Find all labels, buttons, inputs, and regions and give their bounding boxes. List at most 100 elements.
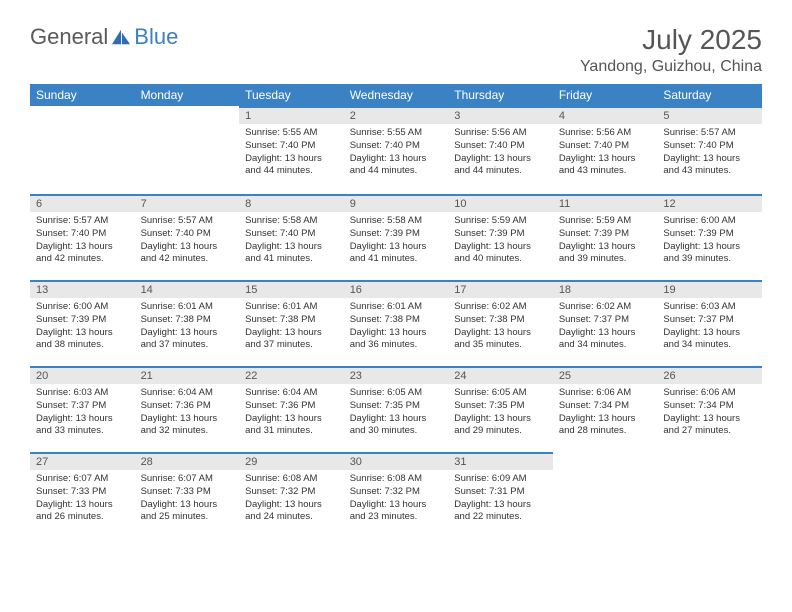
- day-number: 1: [239, 106, 344, 124]
- day-cell: 14Sunrise: 6:01 AMSunset: 7:38 PMDayligh…: [135, 280, 240, 366]
- day-content: Sunrise: 5:59 AMSunset: 7:39 PMDaylight:…: [553, 212, 658, 269]
- calendar-week-row: 6Sunrise: 5:57 AMSunset: 7:40 PMDaylight…: [30, 194, 762, 280]
- empty-day-cell: [30, 106, 135, 194]
- day-cell: 23Sunrise: 6:05 AMSunset: 7:35 PMDayligh…: [344, 366, 449, 452]
- logo-suffix: Blue: [134, 24, 178, 50]
- weekday-header: Friday: [553, 84, 658, 106]
- day-cell: 2Sunrise: 5:55 AMSunset: 7:40 PMDaylight…: [344, 106, 449, 194]
- day-cell: 6Sunrise: 5:57 AMSunset: 7:40 PMDaylight…: [30, 194, 135, 280]
- calendar-week-row: 20Sunrise: 6:03 AMSunset: 7:37 PMDayligh…: [30, 366, 762, 452]
- day-content: Sunrise: 5:57 AMSunset: 7:40 PMDaylight:…: [135, 212, 240, 269]
- day-cell: 31Sunrise: 6:09 AMSunset: 7:31 PMDayligh…: [448, 452, 553, 540]
- day-number: 26: [657, 366, 762, 384]
- calendar-week-row: 1Sunrise: 5:55 AMSunset: 7:40 PMDaylight…: [30, 106, 762, 194]
- day-number: 29: [239, 452, 344, 470]
- day-number: 23: [344, 366, 449, 384]
- day-content: Sunrise: 6:03 AMSunset: 7:37 PMDaylight:…: [30, 384, 135, 441]
- day-content: Sunrise: 5:56 AMSunset: 7:40 PMDaylight:…: [448, 124, 553, 181]
- day-cell: 26Sunrise: 6:06 AMSunset: 7:34 PMDayligh…: [657, 366, 762, 452]
- day-content: Sunrise: 6:08 AMSunset: 7:32 PMDaylight:…: [239, 470, 344, 527]
- day-cell: 9Sunrise: 5:58 AMSunset: 7:39 PMDaylight…: [344, 194, 449, 280]
- day-cell: 13Sunrise: 6:00 AMSunset: 7:39 PMDayligh…: [30, 280, 135, 366]
- calendar-week-row: 13Sunrise: 6:00 AMSunset: 7:39 PMDayligh…: [30, 280, 762, 366]
- day-cell: 5Sunrise: 5:57 AMSunset: 7:40 PMDaylight…: [657, 106, 762, 194]
- day-content: Sunrise: 6:01 AMSunset: 7:38 PMDaylight:…: [239, 298, 344, 355]
- day-number: 10: [448, 194, 553, 212]
- day-cell: 16Sunrise: 6:01 AMSunset: 7:38 PMDayligh…: [344, 280, 449, 366]
- day-content: Sunrise: 6:01 AMSunset: 7:38 PMDaylight:…: [344, 298, 449, 355]
- day-number: 4: [553, 106, 658, 124]
- day-cell: 10Sunrise: 5:59 AMSunset: 7:39 PMDayligh…: [448, 194, 553, 280]
- day-content: Sunrise: 6:06 AMSunset: 7:34 PMDaylight:…: [657, 384, 762, 441]
- day-cell: 21Sunrise: 6:04 AMSunset: 7:36 PMDayligh…: [135, 366, 240, 452]
- day-content: Sunrise: 6:03 AMSunset: 7:37 PMDaylight:…: [657, 298, 762, 355]
- day-cell: 24Sunrise: 6:05 AMSunset: 7:35 PMDayligh…: [448, 366, 553, 452]
- day-content: Sunrise: 6:00 AMSunset: 7:39 PMDaylight:…: [657, 212, 762, 269]
- day-content: Sunrise: 5:55 AMSunset: 7:40 PMDaylight:…: [239, 124, 344, 181]
- day-number: 18: [553, 280, 658, 298]
- day-cell: 3Sunrise: 5:56 AMSunset: 7:40 PMDaylight…: [448, 106, 553, 194]
- day-cell: 4Sunrise: 5:56 AMSunset: 7:40 PMDaylight…: [553, 106, 658, 194]
- day-number: 20: [30, 366, 135, 384]
- day-cell: 28Sunrise: 6:07 AMSunset: 7:33 PMDayligh…: [135, 452, 240, 540]
- day-number: 19: [657, 280, 762, 298]
- day-number: 31: [448, 452, 553, 470]
- day-number: 22: [239, 366, 344, 384]
- empty-day-cell: [135, 106, 240, 194]
- day-cell: 29Sunrise: 6:08 AMSunset: 7:32 PMDayligh…: [239, 452, 344, 540]
- day-content: Sunrise: 5:58 AMSunset: 7:40 PMDaylight:…: [239, 212, 344, 269]
- day-number: 21: [135, 366, 240, 384]
- weekday-header: Wednesday: [344, 84, 449, 106]
- day-content: Sunrise: 5:59 AMSunset: 7:39 PMDaylight:…: [448, 212, 553, 269]
- day-content: Sunrise: 6:04 AMSunset: 7:36 PMDaylight:…: [135, 384, 240, 441]
- day-content: Sunrise: 6:04 AMSunset: 7:36 PMDaylight:…: [239, 384, 344, 441]
- day-number: 9: [344, 194, 449, 212]
- day-content: Sunrise: 6:02 AMSunset: 7:38 PMDaylight:…: [448, 298, 553, 355]
- day-number: 27: [30, 452, 135, 470]
- day-number: 14: [135, 280, 240, 298]
- day-cell: 30Sunrise: 6:08 AMSunset: 7:32 PMDayligh…: [344, 452, 449, 540]
- day-content: Sunrise: 6:07 AMSunset: 7:33 PMDaylight:…: [135, 470, 240, 527]
- day-content: Sunrise: 6:07 AMSunset: 7:33 PMDaylight:…: [30, 470, 135, 527]
- day-cell: 15Sunrise: 6:01 AMSunset: 7:38 PMDayligh…: [239, 280, 344, 366]
- day-cell: 1Sunrise: 5:55 AMSunset: 7:40 PMDaylight…: [239, 106, 344, 194]
- day-content: Sunrise: 6:02 AMSunset: 7:37 PMDaylight:…: [553, 298, 658, 355]
- day-content: Sunrise: 6:06 AMSunset: 7:34 PMDaylight:…: [553, 384, 658, 441]
- day-cell: 12Sunrise: 6:00 AMSunset: 7:39 PMDayligh…: [657, 194, 762, 280]
- day-number: 13: [30, 280, 135, 298]
- day-cell: 25Sunrise: 6:06 AMSunset: 7:34 PMDayligh…: [553, 366, 658, 452]
- day-number: 8: [239, 194, 344, 212]
- day-number: 30: [344, 452, 449, 470]
- day-number: 6: [30, 194, 135, 212]
- weekday-header: Tuesday: [239, 84, 344, 106]
- location: Yandong, Guizhou, China: [580, 58, 762, 76]
- weekday-header: Saturday: [657, 84, 762, 106]
- day-cell: 20Sunrise: 6:03 AMSunset: 7:37 PMDayligh…: [30, 366, 135, 452]
- day-cell: 7Sunrise: 5:57 AMSunset: 7:40 PMDaylight…: [135, 194, 240, 280]
- day-content: Sunrise: 5:57 AMSunset: 7:40 PMDaylight:…: [30, 212, 135, 269]
- calendar-table: SundayMondayTuesdayWednesdayThursdayFrid…: [30, 84, 762, 540]
- day-number: 2: [344, 106, 449, 124]
- day-number: 17: [448, 280, 553, 298]
- weekday-header: Thursday: [448, 84, 553, 106]
- day-cell: 19Sunrise: 6:03 AMSunset: 7:37 PMDayligh…: [657, 280, 762, 366]
- calendar-body: 1Sunrise: 5:55 AMSunset: 7:40 PMDaylight…: [30, 106, 762, 540]
- day-number: 25: [553, 366, 658, 384]
- empty-day-cell: [553, 452, 658, 540]
- header: General Blue July 2025 Yandong, Guizhou,…: [30, 24, 762, 76]
- logo-prefix: General: [30, 24, 108, 50]
- day-content: Sunrise: 6:00 AMSunset: 7:39 PMDaylight:…: [30, 298, 135, 355]
- day-content: Sunrise: 6:05 AMSunset: 7:35 PMDaylight:…: [344, 384, 449, 441]
- weekday-header-row: SundayMondayTuesdayWednesdayThursdayFrid…: [30, 84, 762, 106]
- day-number: 28: [135, 452, 240, 470]
- day-number: 24: [448, 366, 553, 384]
- day-cell: 27Sunrise: 6:07 AMSunset: 7:33 PMDayligh…: [30, 452, 135, 540]
- day-content: Sunrise: 6:05 AMSunset: 7:35 PMDaylight:…: [448, 384, 553, 441]
- calendar-week-row: 27Sunrise: 6:07 AMSunset: 7:33 PMDayligh…: [30, 452, 762, 540]
- weekday-header: Monday: [135, 84, 240, 106]
- day-content: Sunrise: 5:58 AMSunset: 7:39 PMDaylight:…: [344, 212, 449, 269]
- empty-day-cell: [657, 452, 762, 540]
- day-content: Sunrise: 5:55 AMSunset: 7:40 PMDaylight:…: [344, 124, 449, 181]
- day-content: Sunrise: 5:56 AMSunset: 7:40 PMDaylight:…: [553, 124, 658, 181]
- day-cell: 18Sunrise: 6:02 AMSunset: 7:37 PMDayligh…: [553, 280, 658, 366]
